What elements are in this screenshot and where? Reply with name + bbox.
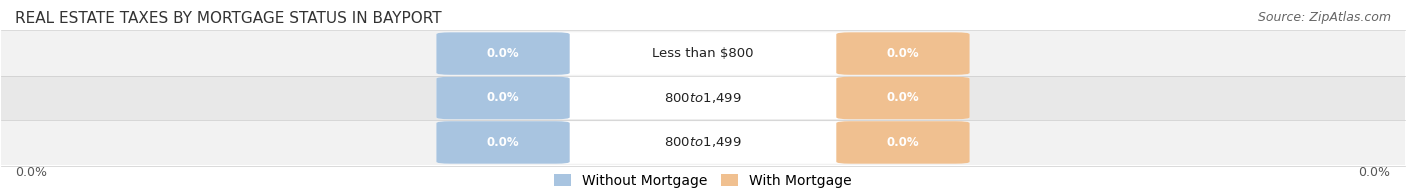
Text: 0.0%: 0.0% bbox=[887, 47, 920, 60]
FancyBboxPatch shape bbox=[436, 77, 970, 119]
Text: 0.0%: 0.0% bbox=[486, 47, 519, 60]
Text: Source: ZipAtlas.com: Source: ZipAtlas.com bbox=[1257, 11, 1391, 24]
FancyBboxPatch shape bbox=[1, 120, 1405, 165]
FancyBboxPatch shape bbox=[436, 121, 970, 164]
FancyBboxPatch shape bbox=[837, 32, 970, 75]
Text: 0.0%: 0.0% bbox=[15, 166, 48, 179]
FancyBboxPatch shape bbox=[436, 121, 569, 164]
FancyBboxPatch shape bbox=[1, 31, 1405, 76]
FancyBboxPatch shape bbox=[436, 32, 970, 75]
Text: Less than $800: Less than $800 bbox=[652, 47, 754, 60]
Text: $800 to $1,499: $800 to $1,499 bbox=[664, 135, 742, 149]
FancyBboxPatch shape bbox=[436, 32, 569, 75]
FancyBboxPatch shape bbox=[436, 77, 569, 119]
Text: 0.0%: 0.0% bbox=[486, 136, 519, 149]
FancyBboxPatch shape bbox=[837, 77, 970, 119]
Text: 0.0%: 0.0% bbox=[486, 92, 519, 104]
Text: 0.0%: 0.0% bbox=[1358, 166, 1391, 179]
Text: 0.0%: 0.0% bbox=[887, 92, 920, 104]
FancyBboxPatch shape bbox=[837, 121, 970, 164]
FancyBboxPatch shape bbox=[1, 76, 1405, 120]
Text: REAL ESTATE TAXES BY MORTGAGE STATUS IN BAYPORT: REAL ESTATE TAXES BY MORTGAGE STATUS IN … bbox=[15, 11, 441, 26]
Text: 0.0%: 0.0% bbox=[887, 136, 920, 149]
Text: $800 to $1,499: $800 to $1,499 bbox=[664, 91, 742, 105]
Legend: Without Mortgage, With Mortgage: Without Mortgage, With Mortgage bbox=[554, 174, 852, 188]
